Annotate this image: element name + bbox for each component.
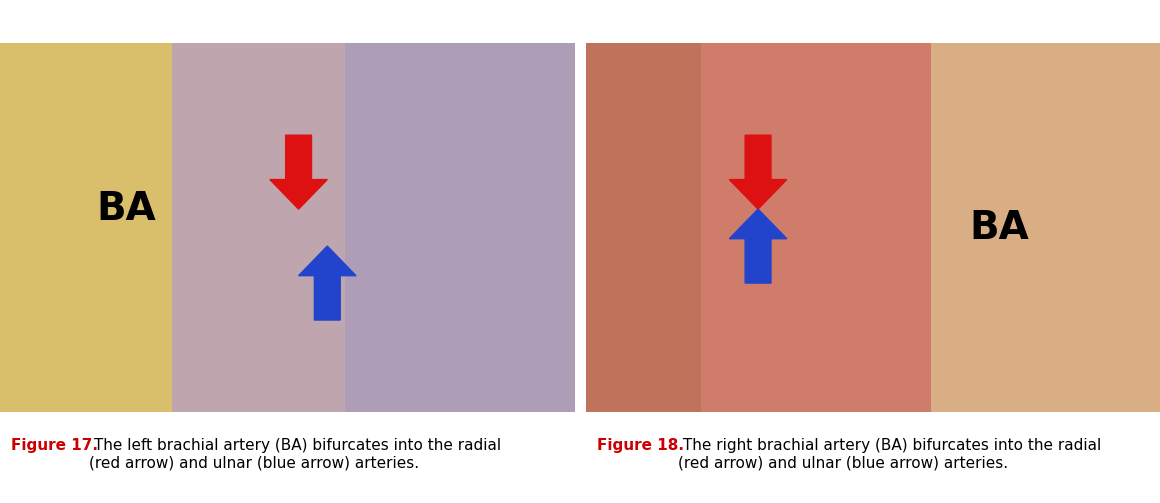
Text: The left brachial artery (BA) bifurcates into the radial
(red arrow) and ulnar (: The left brachial artery (BA) bifurcates… bbox=[89, 438, 501, 470]
Text: The right brachial artery (BA) bifurcates into the radial
(red arrow) and ulnar : The right brachial artery (BA) bifurcate… bbox=[677, 438, 1101, 470]
Text: LEFT FOREARM: LEFT FOREARM bbox=[204, 12, 370, 31]
FancyArrow shape bbox=[730, 209, 786, 283]
FancyArrow shape bbox=[270, 135, 327, 209]
Text: RIGHT FOREARM: RIGHT FOREARM bbox=[782, 12, 964, 31]
FancyArrow shape bbox=[730, 135, 786, 209]
FancyArrow shape bbox=[298, 246, 356, 320]
Text: BA: BA bbox=[96, 190, 157, 228]
Text: BA: BA bbox=[970, 209, 1029, 246]
Text: Figure 17.: Figure 17. bbox=[12, 438, 99, 453]
Text: Figure 18.: Figure 18. bbox=[597, 438, 684, 453]
